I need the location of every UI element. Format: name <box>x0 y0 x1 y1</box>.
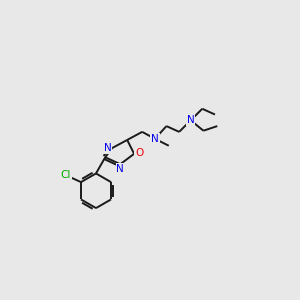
Text: N: N <box>116 164 124 174</box>
Text: N: N <box>187 115 195 125</box>
Text: N: N <box>151 134 159 144</box>
Text: O: O <box>135 148 143 158</box>
Text: N: N <box>104 143 111 153</box>
Text: Cl: Cl <box>60 170 71 180</box>
